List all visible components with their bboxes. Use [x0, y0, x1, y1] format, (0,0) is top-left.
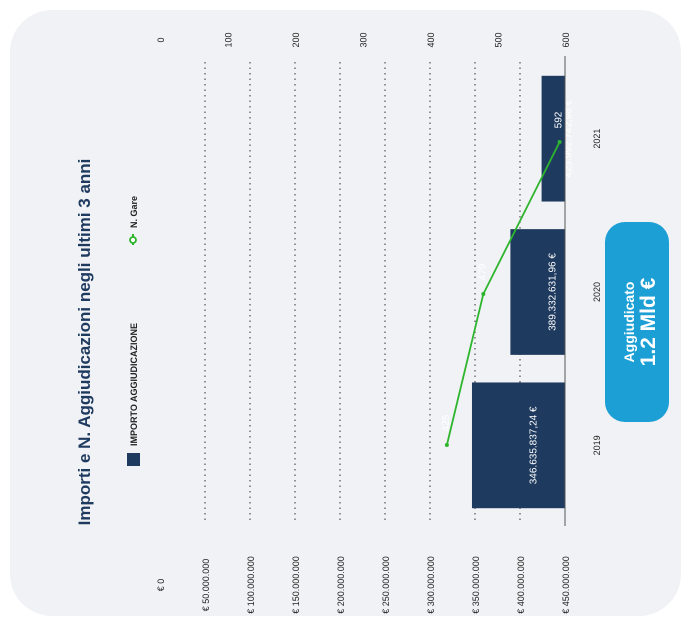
- left-tick-label: € 350.000.000: [471, 556, 481, 614]
- left-tick-label: € 100.000.000: [246, 556, 256, 614]
- bar-value-label: 346.635.837,24 €: [528, 406, 539, 484]
- left-tick-label: € 0: [156, 579, 166, 592]
- category-label: 2020: [592, 282, 602, 302]
- chart-card: [10, 10, 681, 616]
- right-tick-label: 100: [224, 32, 234, 47]
- left-tick-label: € 450.000.000: [561, 556, 571, 614]
- left-tick-label: € 400.000.000: [516, 556, 526, 614]
- right-tick-label: 0: [156, 37, 166, 42]
- chart-title: Importi e N. Aggiudicazioni negli ultimi…: [75, 159, 94, 526]
- legend-line-label: N. Gare: [129, 196, 139, 228]
- legend: IMPORTO AGGIUDICAZIONE N. Gare: [127, 196, 140, 466]
- bar-series: 346.635.837,24 € 389.332.631,96 € 423.992.…: [471, 75, 574, 509]
- category-ticks: 2019 2020 2021: [592, 129, 602, 456]
- left-tick-label: € 50.000.000: [201, 559, 211, 612]
- legend-line-swatch: [129, 234, 137, 245]
- badge-label: Aggiudicato: [621, 282, 637, 363]
- legend-bar-label: IMPORTO AGGIUDICAZIONE: [129, 323, 139, 446]
- bar-2020: [510, 229, 565, 355]
- right-tick-label: 600: [561, 32, 571, 47]
- bar-2019: [471, 382, 565, 509]
- bar-value-label: 389.332.631,96 €: [548, 253, 559, 331]
- legend-line-marker: [129, 236, 137, 244]
- left-axis-ticks: € 0 € 50.000.000 € 100.000.000 € 150.000.00…: [156, 556, 571, 614]
- badge-value: 1.2 Mld €: [637, 277, 660, 366]
- right-tick-label: 500: [494, 32, 504, 47]
- left-tick-label: € 300.000.000: [426, 556, 436, 614]
- right-tick-label: 400: [426, 32, 436, 47]
- line-value-label: 592: [554, 111, 565, 128]
- right-axis-ticks: 0 100 200 300 400 500 600: [156, 32, 571, 47]
- badge-background: [605, 222, 669, 422]
- right-tick-label: 200: [291, 32, 301, 47]
- bar-2021: [541, 75, 565, 202]
- line-point: [481, 292, 486, 296]
- total-badge: Aggiudicato 1.2 Mld €: [605, 222, 669, 422]
- category-label: 2019: [592, 435, 602, 455]
- category-label: 2021: [592, 129, 602, 149]
- line-value-label: 479: [477, 263, 488, 280]
- right-tick-label: 300: [359, 32, 369, 47]
- line-value-label: 425: [441, 414, 452, 431]
- line-point: [444, 443, 449, 447]
- line-point: [557, 140, 562, 144]
- left-tick-label: € 250.000.000: [381, 556, 391, 614]
- bar-value-label: 423.992.742,98 €: [563, 99, 574, 177]
- left-tick-label: € 150.000.000: [291, 556, 301, 614]
- line-series: 425 479 592: [441, 111, 565, 447]
- left-tick-label: € 200.000.000: [336, 556, 346, 614]
- legend-bar-swatch: [127, 453, 140, 466]
